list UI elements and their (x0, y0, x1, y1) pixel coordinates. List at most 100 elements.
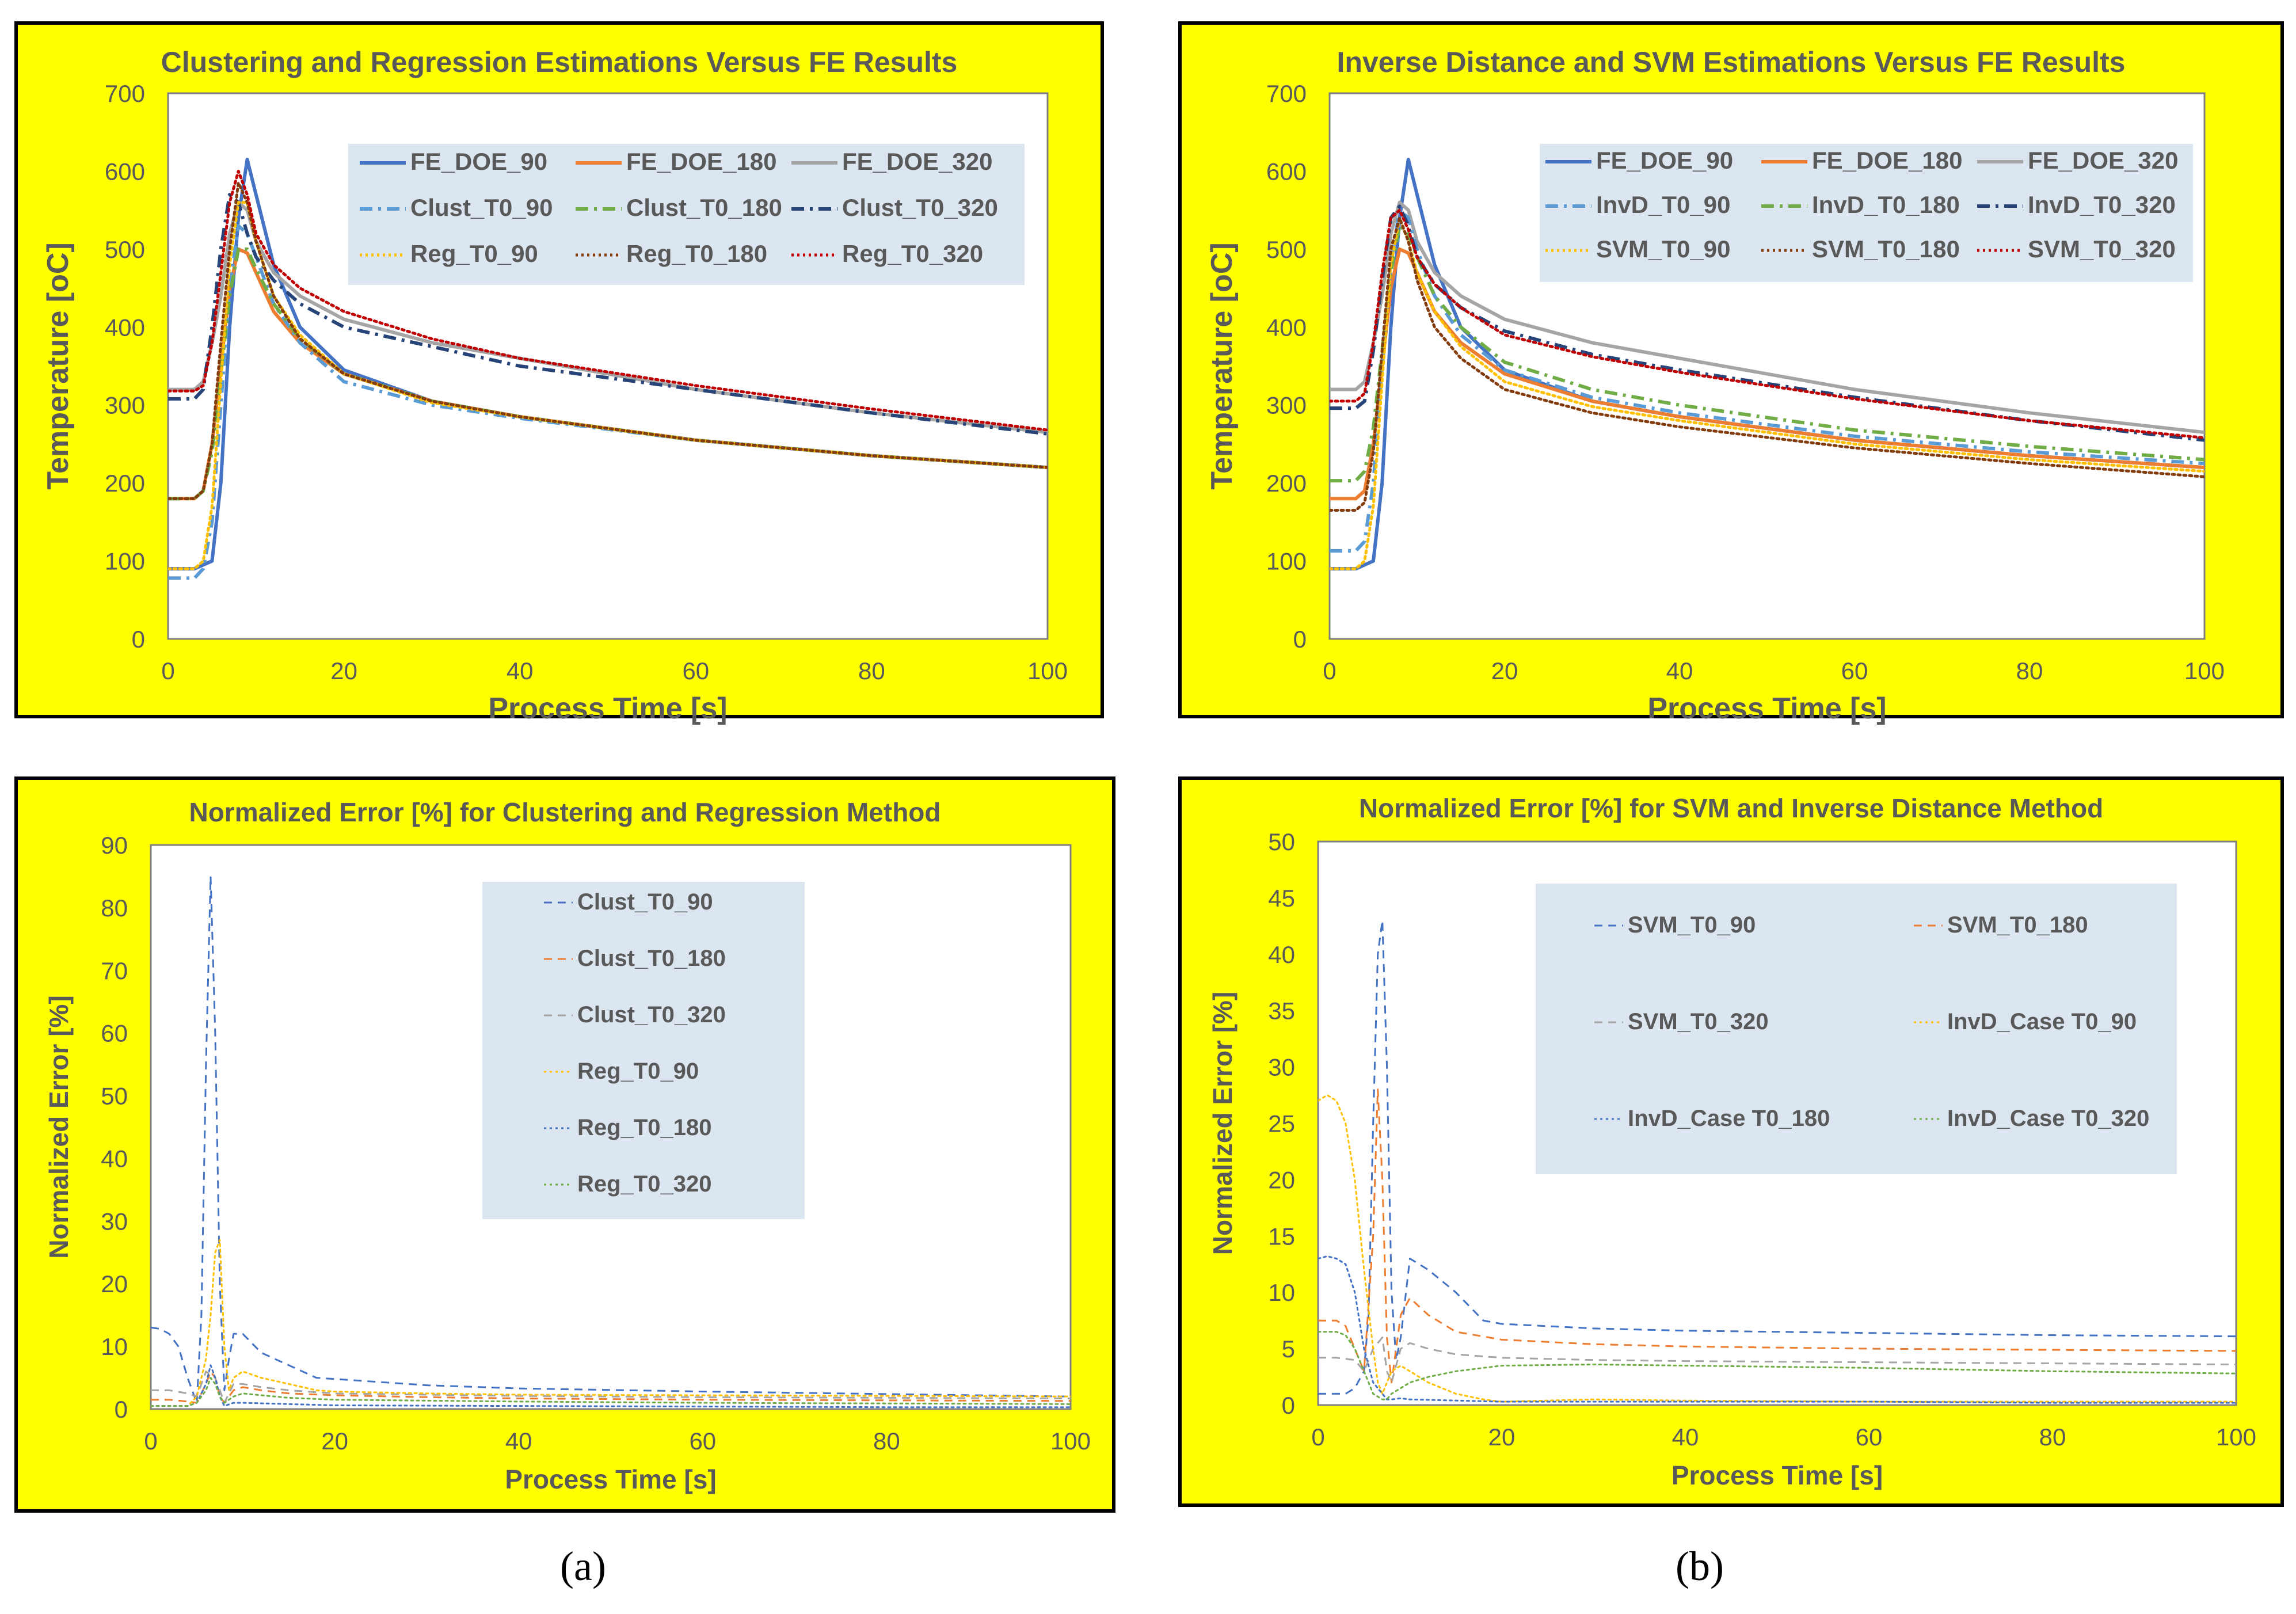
x-tick-label: 40 (507, 657, 534, 684)
x-tick-label: 40 (505, 1428, 532, 1455)
x-tick-label: 20 (321, 1428, 348, 1455)
legend-label: InvD_T0_90 (1596, 191, 1730, 218)
legend-box (348, 144, 1025, 285)
legend-label: InvD_Case T0_90 (1947, 1009, 2137, 1034)
chart-3: Normalized Error [%] for Clustering and … (14, 776, 1115, 1513)
legend-label: Reg_T0_180 (577, 1115, 711, 1140)
series-line-invd-case-t0-320 (1318, 1331, 2236, 1400)
legend-label: SVM_T0_90 (1596, 235, 1730, 262)
legend: FE_DOE_90 FE_DOE_180 FE_DOE_320 Clust_T0_90… (348, 144, 1025, 285)
y-tick-label: 40 (1268, 941, 1295, 968)
legend-label: FE_DOE_180 (626, 148, 776, 175)
y-tick-label: 0 (1282, 1392, 1295, 1419)
legend: SVM_T0_90 SVM_T0_180 SVM_T0_320 InvD_Case T… (1536, 884, 2177, 1174)
x-tick-label: 80 (858, 657, 885, 684)
chart-title: Clustering and Regression Estimations Ve… (161, 46, 958, 78)
y-tick-label: 35 (1268, 998, 1295, 1025)
x-tick-label: 80 (2016, 657, 2043, 684)
legend-label: Clust_T0_320 (577, 1002, 726, 1027)
y-tick-label: 10 (101, 1333, 128, 1360)
legend-label: Reg_T0_90 (410, 240, 538, 267)
x-tick-label: 100 (1050, 1428, 1091, 1455)
y-tick-label: 100 (105, 548, 145, 575)
y-tick-label: 500 (105, 236, 145, 263)
x-tick-label: 0 (161, 657, 174, 684)
x-tick-label: 0 (144, 1428, 157, 1455)
legend-label: Clust_T0_180 (626, 194, 782, 221)
y-tick-label: 0 (115, 1396, 128, 1423)
chart-title: Normalized Error [%] for SVM and Inverse… (1359, 793, 2103, 823)
series-line-clust-t0-90 (151, 875, 1071, 1404)
legend-label: SVM_T0_90 (1628, 912, 1756, 938)
series-group (1330, 158, 2204, 571)
y-tick-label: 200 (105, 470, 145, 497)
legend-label: Clust_T0_180 (577, 946, 726, 971)
x-tick-label: 100 (2184, 657, 2225, 684)
series-line-invd-case-t0-90 (1318, 1094, 2236, 1403)
y-axis-label: Temperature [oC] (1205, 242, 1239, 490)
y-tick-label: 30 (1268, 1054, 1295, 1081)
y-axis-label: Normalized Error [%] (1208, 992, 1238, 1255)
x-tick-label: 20 (1491, 657, 1518, 684)
chart-4: Normalized Error [%] for SVM and Inverse… (1178, 776, 2284, 1507)
series-line-reg-t0-320 (168, 169, 1048, 432)
series-group (151, 875, 1071, 1409)
x-axis-label: Process Time [s] (488, 692, 727, 725)
y-tick-label: 50 (1268, 828, 1295, 855)
y-tick-label: 400 (1266, 314, 1307, 341)
x-axis-label: Process Time [s] (505, 1464, 716, 1494)
series-line-clust-t0-320 (151, 1371, 1071, 1404)
legend-label: FE_DOE_90 (1596, 147, 1733, 174)
series-line-svm-t0-320 (1330, 208, 2204, 440)
legend: FE_DOE_90 FE_DOE_180 FE_DOE_320 InvD_T0_90 I… (1540, 144, 2193, 282)
y-tick-label: 60 (101, 1020, 128, 1047)
y-axis-label: Normalized Error [%] (44, 995, 74, 1259)
legend-label: InvD_Case T0_320 (1947, 1106, 2149, 1131)
series-line-svm-t0-320 (1318, 1337, 2236, 1384)
x-tick-label: 80 (2039, 1423, 2066, 1451)
y-tick-label: 500 (1266, 236, 1307, 263)
legend-label: SVM_T0_320 (2028, 235, 2176, 262)
x-tick-label: 40 (1666, 657, 1693, 684)
y-tick-label: 10 (1268, 1279, 1295, 1306)
y-tick-label: 100 (1266, 548, 1307, 575)
y-tick-label: 50 (101, 1083, 128, 1110)
x-tick-label: 0 (1323, 657, 1336, 684)
legend-label: InvD_T0_320 (2028, 191, 2176, 218)
x-tick-label: 100 (2216, 1423, 2256, 1451)
series-line-reg-t0-90 (151, 1239, 1071, 1407)
x-tick-label: 100 (1027, 657, 1068, 684)
chart-1: Clustering and Regression Estimations Ve… (14, 21, 1104, 725)
y-tick-label: 0 (1293, 626, 1307, 653)
y-tick-label: 20 (101, 1270, 128, 1297)
x-tick-label: 0 (1311, 1423, 1324, 1451)
y-tick-label: 15 (1268, 1223, 1295, 1250)
y-tick-label: 80 (101, 894, 128, 922)
legend-label: Reg_T0_180 (626, 240, 767, 267)
y-tick-label: 90 (101, 832, 128, 859)
series-line-clust-t0-320 (168, 193, 1048, 436)
legend-label: Reg_T0_320 (577, 1171, 711, 1197)
legend-label: SVM_T0_180 (1812, 235, 1960, 262)
panel-label-a: (a) (560, 1543, 606, 1589)
y-tick-label: 20 (1268, 1166, 1295, 1193)
legend-label: FE_DOE_180 (1812, 147, 1962, 174)
chart-title: Inverse Distance and SVM Estimations Ver… (1337, 46, 2126, 78)
x-tick-label: 60 (1841, 657, 1868, 684)
y-tick-label: 5 (1282, 1335, 1295, 1362)
x-tick-label: 60 (689, 1428, 716, 1455)
series-group (168, 158, 1048, 580)
series-line-reg-t0-180 (168, 181, 1048, 500)
y-tick-label: 45 (1268, 885, 1295, 912)
y-tick-label: 25 (1268, 1110, 1295, 1137)
x-tick-label: 20 (1488, 1423, 1516, 1451)
y-tick-label: 40 (101, 1145, 128, 1172)
legend-box (1540, 144, 2193, 282)
legend-label: Clust_T0_90 (577, 889, 713, 915)
y-tick-label: 30 (101, 1208, 128, 1235)
y-tick-label: 300 (1266, 392, 1307, 419)
legend-label: SVM_T0_180 (1947, 912, 2088, 938)
y-tick-label: 0 (132, 626, 145, 653)
chart-2: Inverse Distance and SVM Estimations Ver… (1178, 21, 2284, 725)
legend-label: Reg_T0_320 (842, 240, 983, 267)
